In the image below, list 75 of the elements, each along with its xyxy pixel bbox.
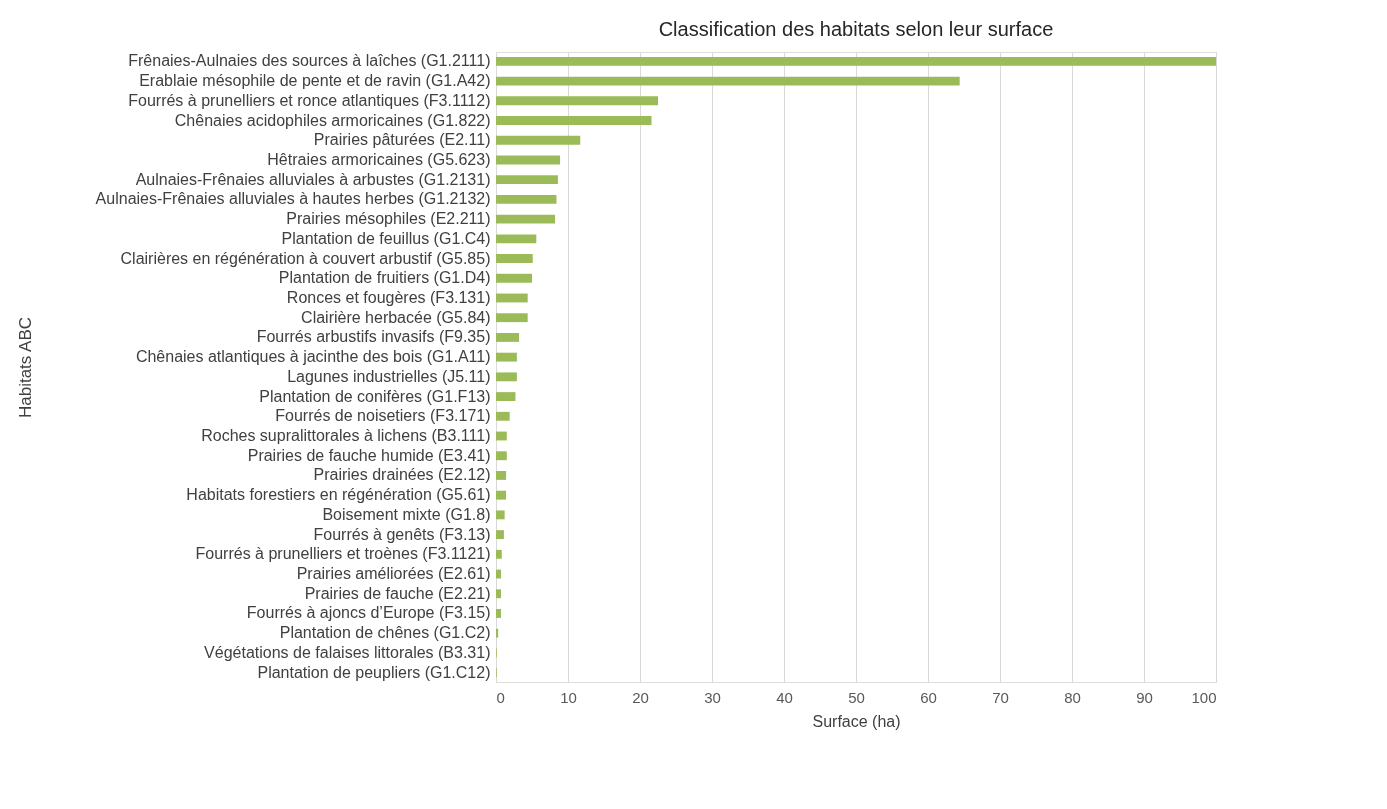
y-tick-label: Prairies pâturées (E2.11) — [313, 131, 491, 149]
y-tick-label: Fourrés arbustifs invasifs (F9.35) — [256, 328, 491, 346]
y-tick-label: Aulnaies-Frênaies alluviales à arbustes (G1.2131) — [135, 170, 491, 188]
bar — [496, 332, 520, 342]
y-tick-label: Fourrés à ajoncs d’Europe (F3.15) — [246, 604, 491, 622]
y-tick-label: Prairies mésophiles (E2.211) — [286, 210, 491, 228]
y-tick-label: Plantation de chênes (G1.C2) — [279, 624, 491, 642]
bar — [496, 56, 1216, 66]
x-tick-label: 20 — [632, 688, 649, 706]
bar — [496, 628, 499, 638]
bar — [496, 135, 581, 145]
x-tick-label: 30 — [704, 688, 721, 706]
y-tick-label: Prairies de fauche (E2.21) — [304, 584, 491, 602]
y-tick-label: Lagunes industrielles (J5.11) — [287, 367, 491, 385]
x-tick-label: 60 — [920, 688, 937, 706]
y-tick-label: Plantation de conifères (G1.F13) — [259, 387, 491, 405]
bar — [496, 490, 507, 500]
bar — [496, 609, 502, 618]
bar — [496, 431, 507, 441]
y-tick-label: Chênaies atlantiques à jacinthe des bois (G1.A11) — [135, 348, 491, 366]
y-tick-label: Ronces et fougères (F3.131) — [286, 288, 491, 306]
bar — [496, 76, 960, 86]
y-tick-label: Habitats forestiers en régénération (G5.61) — [186, 486, 491, 504]
y-tick-label: Prairies de fauche humide (E3.41) — [247, 446, 491, 464]
y-tick-label: Fourrés à prunelliers et troènes (F3.1121) — [195, 545, 491, 563]
bar — [496, 411, 510, 421]
y-tick-label: Plantation de peupliers (G1.C12) — [257, 663, 491, 681]
x-tick-label: 70 — [992, 688, 1009, 706]
bar — [496, 352, 517, 362]
x-tick-label: 50 — [848, 688, 865, 706]
bar — [496, 194, 557, 204]
bar — [496, 372, 517, 382]
bar — [496, 549, 502, 559]
y-tick-label: Fourrés à genêts (F3.13) — [313, 525, 491, 543]
y-tick-label: Hêtraies armoricaines (G5.623) — [267, 150, 491, 168]
bar — [496, 392, 516, 402]
bar — [496, 96, 658, 106]
x-tick-label: 100 — [1191, 688, 1217, 706]
y-tick-label: Végétations de falaises littorales (B3.31) — [204, 643, 491, 661]
bar — [496, 313, 528, 323]
y-tick-label: Frênaies-Aulnaies des sources à laîches (G1.2111) — [128, 52, 491, 70]
bar — [496, 214, 556, 224]
bar — [496, 510, 505, 520]
bar — [496, 273, 532, 283]
bar — [496, 234, 537, 244]
x-tick-label: 90 — [1136, 688, 1153, 706]
y-tick-label: Fourrés de noisetiers (F3.171) — [275, 407, 491, 425]
y-tick-label: Aulnaies-Frênaies alluviales à hautes herbes (G1.2132) — [95, 190, 491, 208]
y-tick-label: Plantation de fruitiers (G1.D4) — [278, 269, 491, 287]
y-tick-label: Roches supralittorales à lichens (B3.111) — [201, 427, 491, 445]
bar — [496, 589, 502, 599]
y-tick-label: Clairières en régénération à couvert arbustif (G5.85) — [120, 249, 491, 267]
bar — [496, 254, 533, 263]
bar — [496, 471, 507, 480]
y-tick-label: Prairies drainées (E2.12) — [313, 466, 491, 484]
y-tick-label: Fourrés à prunelliers et ronce atlantiques (F3.1112) — [128, 91, 491, 109]
x-tick-label: 10 — [560, 688, 577, 706]
y-axis-title: Habitats ABC — [15, 316, 35, 419]
x-tick-label: 40 — [776, 688, 793, 706]
bar — [496, 155, 561, 165]
y-tick-label: Prairies améliorées (E2.61) — [296, 565, 491, 583]
y-tick-label: Erablaie mésophile de pente et de ravin (G1.A42) — [139, 72, 491, 90]
bar — [496, 293, 528, 303]
y-tick-label: Plantation de feuillus (G1.C4) — [281, 229, 491, 247]
y-tick-label: Chênaies acidophiles armoricaines (G1.822) — [174, 111, 491, 129]
y-tick-label: Clairière herbacée (G5.84) — [301, 308, 491, 326]
bar — [496, 116, 652, 125]
chart-title: Classification des habitats selon leur surface — [658, 18, 1054, 40]
bar — [496, 175, 558, 185]
x-tick-label: 0 — [496, 688, 505, 706]
x-tick-label: 80 — [1064, 688, 1081, 706]
x-axis-title: Surface (ha) — [812, 712, 901, 730]
bar — [496, 530, 504, 540]
bar — [496, 451, 507, 461]
y-tick-label: Boisement mixte (G1.8) — [322, 505, 491, 523]
